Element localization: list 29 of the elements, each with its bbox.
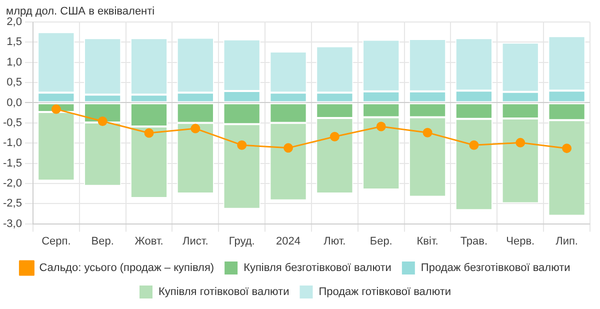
y-tick-label: -3,0 xyxy=(2,218,22,230)
y-tick-label: 1,0 xyxy=(6,56,22,68)
legend-label: Продаж готівкової валюти xyxy=(318,286,452,298)
y-tick-label: 2,0 xyxy=(6,16,22,28)
x-tick-label: Трав. xyxy=(460,235,488,248)
x-tick-label: Жовт. xyxy=(134,235,164,248)
legend-label: Сальдо: усього (продаж – купівля) xyxy=(39,262,214,274)
x-tick-label: Лют. xyxy=(324,235,346,248)
x-tick-label: Лип. xyxy=(556,235,578,248)
y-tick-label: -0,5 xyxy=(2,116,22,129)
x-tick-label: Бер. xyxy=(370,235,392,248)
y-tick-label: 1,5 xyxy=(6,36,22,48)
x-tick-label: Лист. xyxy=(182,235,208,248)
y-tick-label: -1,0 xyxy=(2,137,22,150)
x-tick-label: Груд. xyxy=(228,235,255,248)
y-tick-label: 0,5 xyxy=(6,76,22,89)
y-tick-label: 0,0 xyxy=(6,96,22,109)
x-tick-label: Квіт. xyxy=(416,235,438,248)
y-tick-label: -2,5 xyxy=(2,198,22,210)
legend-label: Купівля готівкової валюти xyxy=(158,286,290,298)
y-tick-label: -1,5 xyxy=(2,157,22,170)
legend-label: Продаж безготівкової валюти xyxy=(420,262,570,274)
x-tick-label: Серп. xyxy=(42,235,71,248)
y-axis-title: млрд дол. США в еквіваленті xyxy=(6,6,155,18)
x-tick-label: Черв. xyxy=(506,235,535,248)
legend-label: Купівля безготівкової валюти xyxy=(244,262,392,274)
x-tick-label: 2024 xyxy=(276,235,301,248)
y-tick-label: -2,0 xyxy=(2,177,22,190)
x-tick-label: Вер. xyxy=(91,235,114,248)
